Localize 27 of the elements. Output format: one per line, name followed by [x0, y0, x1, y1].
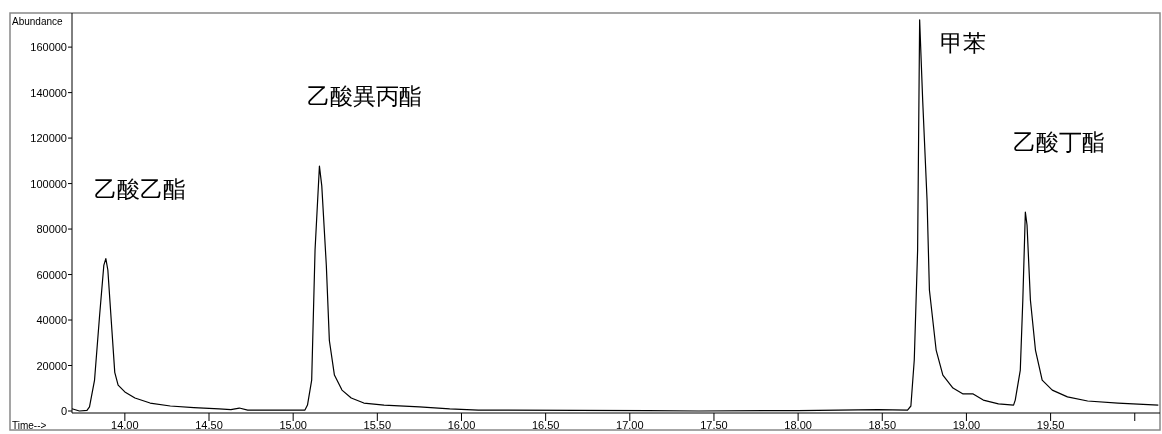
x-tick-label: 16.00 [447, 419, 476, 431]
y-tick-label: 160000 [30, 41, 67, 54]
y-axis-title: Abundance [12, 16, 64, 27]
x-tick-label: 15.00 [279, 419, 307, 431]
annotation: 乙酸異丙酯 [307, 83, 423, 110]
x-tick-label: 17.00 [616, 419, 644, 431]
y-tick-label: 100000 [30, 177, 67, 190]
x-axis-title: Time--> [12, 420, 47, 431]
x-tick-label: 16.50 [531, 419, 560, 431]
x-tick-label: 14.50 [195, 419, 223, 431]
annotation: 甲苯 [939, 30, 986, 56]
x-tick-label: 19.00 [952, 419, 981, 431]
x-tick-label: 18.00 [784, 419, 812, 431]
x-tick-label: 19.50 [1036, 419, 1065, 431]
x-tick-label: 14.00 [111, 419, 139, 431]
y-tick-label: 120000 [30, 132, 67, 145]
y-tick-label: 0 [60, 405, 67, 417]
x-tick-label: 15.50 [363, 419, 392, 431]
y-tick-label: 60000 [36, 268, 67, 281]
y-tick-label: 140000 [30, 86, 67, 99]
y-tick-label: 80000 [36, 223, 67, 236]
y-tick-label: 20000 [36, 359, 67, 372]
x-tick-label: 18.50 [868, 419, 897, 431]
annotation: 乙酸丁酯 [1013, 129, 1106, 155]
y-tick-label: 40000 [36, 314, 67, 327]
annotation: 乙酸乙酯 [93, 175, 186, 202]
x-tick-label: 17.50 [700, 419, 728, 431]
